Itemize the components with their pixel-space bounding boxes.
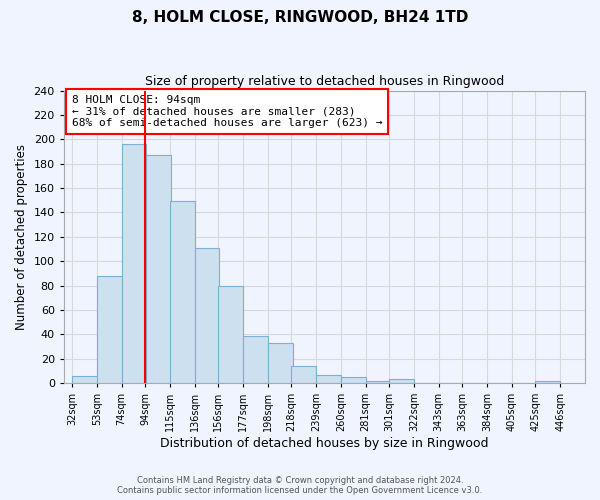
X-axis label: Distribution of detached houses by size in Ringwood: Distribution of detached houses by size … [160,437,488,450]
Bar [170,202,195,383]
Bar [268,343,293,383]
Bar [97,276,122,383]
Bar [122,144,146,383]
Bar [389,380,414,383]
Y-axis label: Number of detached properties: Number of detached properties [15,144,28,330]
Title: Size of property relative to detached houses in Ringwood: Size of property relative to detached ho… [145,75,504,88]
Bar [341,377,365,383]
Bar [243,336,268,383]
Text: 8, HOLM CLOSE, RINGWOOD, BH24 1TD: 8, HOLM CLOSE, RINGWOOD, BH24 1TD [132,10,468,25]
Bar [72,376,97,383]
Bar [218,286,243,383]
Bar [535,380,560,383]
Bar [316,374,341,383]
Text: 8 HOLM CLOSE: 94sqm
← 31% of detached houses are smaller (283)
68% of semi-detac: 8 HOLM CLOSE: 94sqm ← 31% of detached ho… [71,95,382,128]
Bar [146,155,171,383]
Bar [292,366,316,383]
Text: Contains HM Land Registry data © Crown copyright and database right 2024.
Contai: Contains HM Land Registry data © Crown c… [118,476,482,495]
Bar [195,248,220,383]
Bar [365,380,391,383]
